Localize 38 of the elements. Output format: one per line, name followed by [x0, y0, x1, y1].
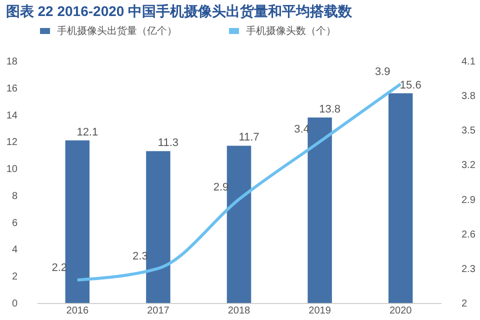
- y-tick-label: 16: [6, 83, 18, 94]
- bar: [388, 93, 413, 303]
- y-tick-label: 6: [12, 218, 18, 229]
- bar: [65, 140, 90, 303]
- y-tick-label: 14: [6, 110, 18, 122]
- data-label: 3.9: [374, 66, 390, 78]
- y-tick-label: 12: [6, 137, 18, 148]
- y2-tick-label: 2.3: [462, 264, 476, 275]
- x-tick-label: 2017: [147, 306, 170, 316]
- bar: [308, 117, 332, 303]
- y-tick-label: 0: [12, 298, 18, 310]
- y2-tick-label: 2.9: [462, 194, 476, 206]
- x-tick-label: 2019: [308, 306, 332, 316]
- y-tick-label: 10: [6, 164, 18, 176]
- y-tick-label: 2: [12, 272, 18, 283]
- y-tick-label: 4: [12, 244, 18, 256]
- y2-tick-label: 3.5: [462, 126, 476, 137]
- y2-tick-label: 4.1: [462, 56, 476, 68]
- bar: [226, 146, 252, 303]
- y-tick-label: 8: [12, 190, 18, 202]
- y2-tick-label: 2.6: [462, 229, 476, 240]
- legend-label: 手机摄像头数（个）: [246, 25, 336, 37]
- x-tick-label: 2020: [389, 306, 412, 316]
- data-label: 11.7: [238, 132, 260, 144]
- chart-title: 图表 22 2016-2020 中国手机摄像头出货量和平均搭载数: [6, 3, 354, 19]
- bar: [146, 151, 170, 303]
- legend-label: 手机摄像头出货量（亿个）: [57, 25, 177, 37]
- y-tick-label: 18: [6, 56, 18, 68]
- y2-tick-label: 2: [462, 298, 468, 310]
- x-tick-label: 2016: [66, 306, 89, 316]
- y2-tick-label: 3.8: [462, 91, 476, 102]
- data-label: 13.8: [319, 103, 341, 116]
- data-label: 11.3: [158, 137, 178, 150]
- line-series: [76, 82, 402, 282]
- y2-tick-label: 3.2: [462, 160, 476, 172]
- data-label: 15.6: [400, 79, 422, 92]
- data-label: 12.1: [76, 126, 98, 138]
- x-tick-label: 2018: [228, 306, 251, 316]
